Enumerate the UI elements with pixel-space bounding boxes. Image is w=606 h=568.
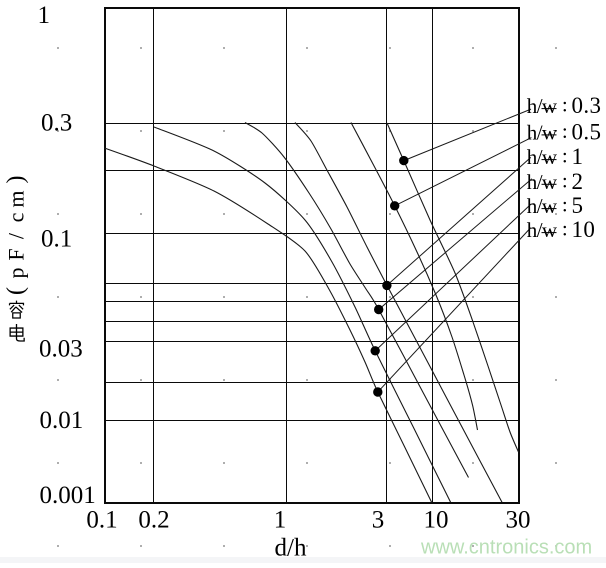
svg-text:0.2: 0.2 [138, 507, 169, 534]
svg-text:10: 10 [424, 507, 449, 534]
svg-text:d/h: d/h [275, 535, 307, 562]
svg-text::: : [562, 144, 568, 168]
svg-text::: : [562, 119, 568, 143]
svg-text:0.1: 0.1 [86, 507, 117, 534]
svg-text:h/w: h/w [527, 121, 558, 145]
svg-text:0.5: 0.5 [572, 120, 602, 145]
svg-text:c: c [4, 212, 29, 222]
svg-text:0.1: 0.1 [41, 225, 72, 252]
svg-text:0.001: 0.001 [40, 482, 96, 509]
svg-text:h/w: h/w [527, 170, 558, 194]
svg-text:1: 1 [38, 2, 51, 29]
svg-text:2: 2 [572, 169, 584, 194]
svg-text:0.01: 0.01 [40, 407, 84, 434]
svg-text:h/w: h/w [527, 145, 558, 169]
svg-text:m: m [4, 190, 29, 207]
svg-text:(: ( [3, 287, 29, 295]
svg-text:0.3: 0.3 [41, 110, 72, 137]
svg-text:/: / [4, 232, 29, 239]
svg-text:h/w: h/w [527, 194, 558, 218]
svg-text:1: 1 [572, 144, 584, 169]
svg-text:0.3: 0.3 [572, 93, 602, 118]
svg-text:): ) [3, 176, 29, 184]
svg-text:1: 1 [274, 507, 287, 534]
svg-text::: : [562, 168, 568, 192]
svg-text:3: 3 [372, 507, 385, 534]
svg-text::: : [562, 193, 568, 217]
svg-text::: : [562, 217, 568, 241]
svg-text:h/w: h/w [527, 94, 558, 118]
svg-text:0.03: 0.03 [39, 335, 83, 362]
svg-text:10: 10 [572, 217, 596, 242]
svg-text::: : [562, 93, 568, 117]
svg-text:F: F [4, 248, 29, 260]
svg-text:h/w: h/w [527, 218, 558, 242]
svg-text:30: 30 [506, 507, 531, 534]
svg-text:5: 5 [572, 193, 584, 218]
svg-text:p: p [4, 268, 29, 279]
svg-text:www.cntronics.com: www.cntronics.com [420, 537, 592, 559]
